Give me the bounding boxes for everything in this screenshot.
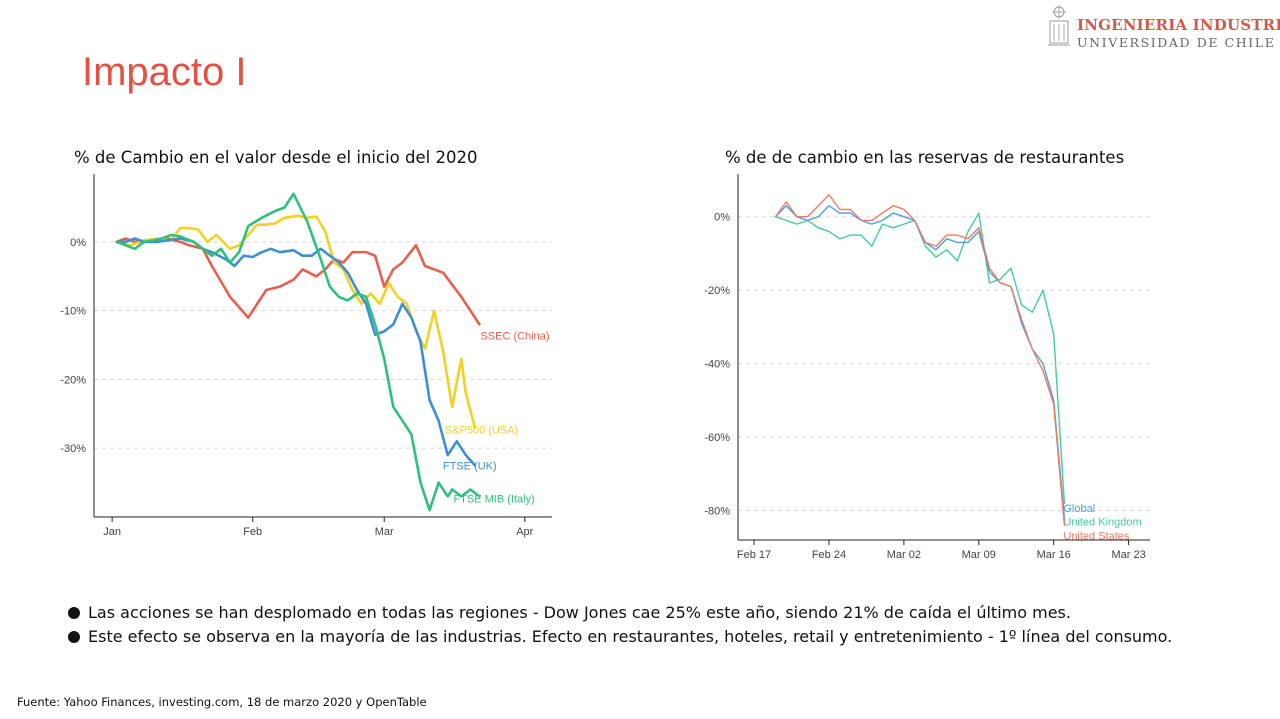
x-tick-label: Mar 23: [1111, 549, 1145, 561]
bullet-list: Las acciones se han desplomado en todas …: [66, 601, 1246, 649]
y-tick-label: -60%: [704, 432, 730, 444]
y-tick-label: -20%: [60, 374, 86, 386]
chart-1-title: % de Cambio en el valor desde el inicio …: [74, 148, 478, 167]
series-line: [774, 205, 1066, 519]
y-tick-label: 0%: [70, 237, 86, 249]
series-label: Global: [1063, 503, 1095, 515]
chart-2-title: % de de cambio en las reservas de restau…: [725, 148, 1125, 167]
university-seal-icon: [1048, 5, 1070, 46]
series-label: United States: [1063, 530, 1130, 542]
x-tick-label: Mar 02: [887, 549, 921, 561]
x-tick-label: Feb 24: [812, 549, 846, 561]
bullet-item: Las acciones se han desplomado en todas …: [66, 601, 1246, 625]
x-tick-label: Feb 17: [737, 549, 771, 561]
x-tick-label: Mar 16: [1037, 549, 1071, 561]
x-tick-label: Apr: [516, 526, 533, 538]
slide-title: Impacto I: [82, 50, 247, 94]
series-line: [774, 212, 1066, 504]
y-tick-label: -30%: [60, 443, 86, 455]
series-label: S&P500 (USA): [445, 425, 518, 437]
x-tick-label: Jan: [103, 526, 121, 538]
series-label: FTSE MIB (Italy): [453, 493, 534, 505]
series-label: FTSE (UK): [443, 460, 497, 472]
stock-index-chart: 0% -10% -20% -30% Jan Feb Mar Apr SSEC (China) S&…: [60, 174, 552, 538]
y-tick-label: -20%: [704, 285, 730, 297]
series-line: [774, 194, 1066, 526]
x-tick-label: Mar 09: [962, 549, 996, 561]
university-logo: INGENIERIA INDUSTRIAL UNIVERSIDAD DE CHI…: [1046, 4, 1280, 52]
logo-line-1: INGENIERIA INDUSTRIAL: [1077, 16, 1280, 34]
series-line: [115, 192, 481, 512]
bullet-item: Este efecto se observa en la mayoría de …: [66, 625, 1246, 649]
y-tick-label: -10%: [60, 306, 86, 318]
y-tick-label: 0%: [714, 212, 730, 224]
series-line: [115, 214, 477, 429]
series-line: [115, 237, 477, 467]
source-note: Fuente: Yahoo Finances, investing.com, 1…: [17, 695, 427, 709]
restaurant-reservations-chart: 0% -20% -40% -60% -80% Feb 17 Feb 24 Mar 02 Mar …: [704, 174, 1150, 561]
y-tick-label: -80%: [704, 506, 730, 518]
series-line: [115, 237, 481, 326]
x-tick-label: Mar: [375, 526, 394, 538]
series-label: United Kingdom: [1063, 516, 1141, 528]
series-label: SSEC (China): [480, 330, 549, 342]
y-tick-label: -40%: [704, 359, 730, 371]
x-tick-label: Feb: [243, 526, 262, 538]
logo-line-2: UNIVERSIDAD DE CHILE: [1077, 35, 1276, 50]
